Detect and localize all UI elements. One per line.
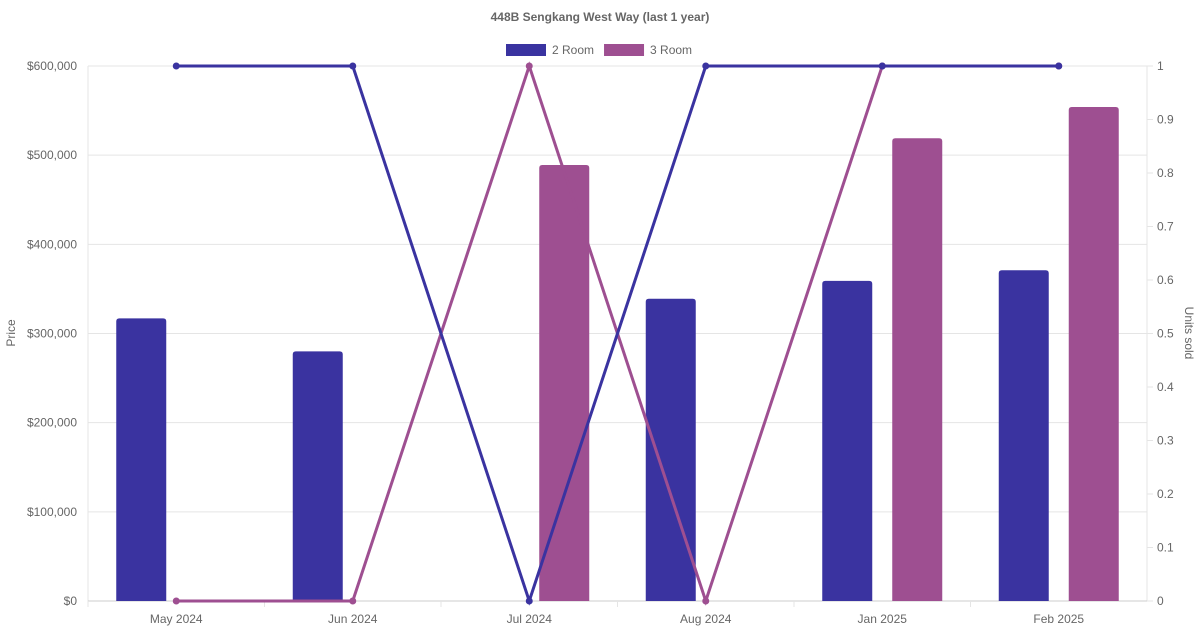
y2-tick-label: 0.5: [1157, 327, 1174, 341]
y-tick-label: $600,000: [27, 59, 77, 73]
x-tick-label: Jul 2024: [507, 612, 553, 626]
y2-tick-label: 0.8: [1157, 166, 1174, 180]
point-units-3-room: [349, 597, 357, 605]
point-units-2-room: [1055, 62, 1063, 70]
point-units-3-room: [702, 597, 710, 605]
bar-2-room: [998, 270, 1049, 601]
y2-tick-label: 0: [1157, 594, 1164, 608]
y-tick-label: $0: [64, 594, 78, 608]
y-axis-label: Price: [4, 319, 18, 347]
point-units-2-room: [525, 597, 533, 605]
y2-tick-label: 0.2: [1157, 487, 1174, 501]
x-tick-label: Jan 2025: [858, 612, 908, 626]
bar-3-room: [539, 164, 590, 601]
point-units-2-room: [702, 62, 710, 70]
y-tick-label: $400,000: [27, 237, 77, 251]
legend-swatch: [506, 44, 546, 56]
point-units-2-room: [878, 62, 886, 70]
legend-label: 3 Room: [650, 43, 692, 57]
line-units-2-room: [176, 64, 1059, 606]
y2-tick-label: 0.9: [1157, 113, 1174, 127]
bar-3-room: [892, 138, 943, 601]
bar-2-room: [292, 351, 343, 601]
y2-tick-label: 0.6: [1157, 273, 1174, 287]
point-units-2-room: [349, 62, 357, 70]
bar-2-room: [645, 298, 696, 601]
legend-label: 2 Room: [552, 43, 594, 57]
y2-tick-label: 0.4: [1157, 380, 1174, 394]
bar-3-room: [1068, 107, 1119, 602]
x-tick-label: Feb 2025: [1033, 612, 1084, 626]
y2-tick-label: 0.3: [1157, 434, 1174, 448]
legend-swatch: [604, 44, 645, 56]
y2-axis-label: Units sold: [1182, 307, 1196, 360]
x-tick-label: Jun 2024: [328, 612, 378, 626]
x-tick-label: Aug 2024: [680, 612, 732, 626]
bar-2-room: [822, 280, 873, 601]
y-tick-label: $100,000: [27, 505, 77, 519]
y2-tick-label: 0.1: [1157, 541, 1174, 555]
bar-2-room: [116, 318, 167, 601]
y-tick-label: $200,000: [27, 416, 77, 430]
x-tick-label: May 2024: [150, 612, 203, 626]
point-units-3-room: [172, 597, 180, 605]
y-tick-label: $500,000: [27, 148, 77, 162]
y2-tick-label: 1: [1157, 59, 1164, 73]
point-units-2-room: [172, 62, 180, 70]
y2-tick-label: 0.7: [1157, 220, 1174, 234]
y-tick-label: $300,000: [27, 327, 77, 341]
chart-title: 448B Sengkang West Way (last 1 year): [491, 10, 710, 24]
point-units-3-room: [525, 62, 533, 70]
